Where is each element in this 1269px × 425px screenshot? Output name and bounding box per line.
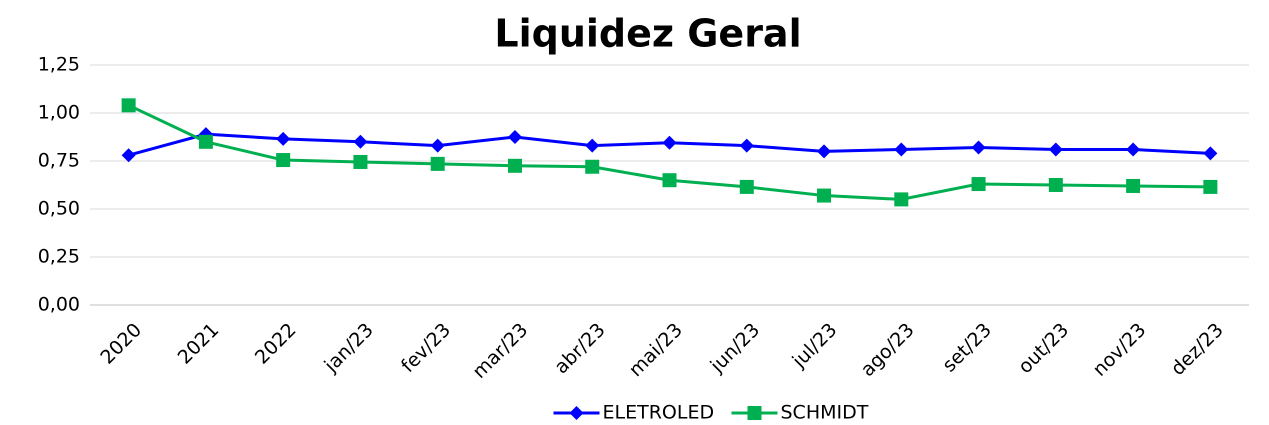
x-tick-label: ago/23 [857, 319, 919, 381]
data-point [817, 188, 832, 203]
y-tick-label: 0,25 [38, 246, 80, 268]
data-point [1203, 146, 1218, 161]
y-tick-label: 0,75 [38, 150, 80, 172]
data-point [430, 138, 445, 153]
data-point [585, 159, 600, 174]
x-tick-label: mai/23 [625, 319, 687, 381]
y-tick-label: 1,00 [38, 102, 80, 124]
x-tick-label: 2022 [251, 319, 301, 369]
data-point [507, 130, 522, 144]
data-point [662, 173, 677, 188]
legend-marker [569, 406, 584, 420]
legend-label: SCHMIDT [781, 402, 869, 424]
data-point [1048, 178, 1063, 192]
x-tick-label: mar/23 [468, 319, 532, 383]
data-point [1126, 142, 1141, 157]
data-point [971, 177, 986, 192]
chart-title: Liquidez Geral [494, 12, 801, 56]
x-tick-label: set/23 [938, 319, 996, 377]
data-point [662, 135, 677, 150]
data-point [739, 138, 754, 153]
data-point [894, 192, 909, 207]
legend-label: ELETROLED [603, 402, 715, 424]
data-point [894, 142, 909, 157]
x-tick-label: 2021 [174, 319, 224, 369]
data-point [353, 134, 368, 149]
data-point [739, 179, 754, 194]
data-point [198, 134, 213, 149]
data-point [430, 156, 445, 171]
x-tick-label: nov/23 [1089, 319, 1151, 381]
data-point [585, 138, 600, 153]
data-point [1126, 178, 1141, 193]
x-tick-label: jan/23 [319, 319, 377, 377]
x-tick-label: jul/23 [788, 319, 842, 373]
x-tick-label: abr/23 [550, 319, 609, 378]
x-tick-label: 2020 [96, 319, 146, 369]
y-tick-label: 0,50 [38, 198, 80, 220]
data-point [507, 158, 522, 173]
x-tick-label: fev/23 [397, 319, 455, 377]
legend-marker [747, 406, 762, 420]
data-point [121, 98, 136, 113]
x-tick-label: out/23 [1014, 319, 1073, 378]
y-tick-label: 1,25 [38, 54, 80, 76]
data-point [276, 153, 291, 168]
data-point [353, 154, 368, 169]
data-point [121, 148, 136, 163]
x-tick-label: dez/23 [1167, 319, 1228, 380]
data-point [1203, 179, 1218, 194]
data-point [1048, 142, 1063, 157]
data-point [276, 131, 291, 146]
y-tick-label: 0,00 [38, 294, 80, 316]
x-tick-label: jun/23 [706, 319, 765, 378]
data-point [817, 144, 832, 159]
data-point [971, 140, 986, 155]
